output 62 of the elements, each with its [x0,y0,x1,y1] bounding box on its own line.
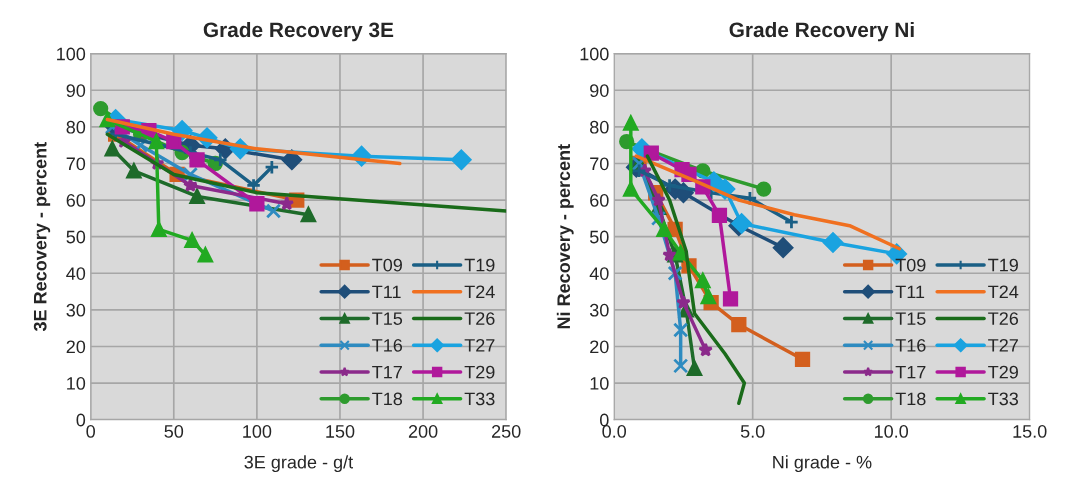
x-axis-title: Ni grade - % [773,455,872,473]
legend-label: T09 [895,258,926,272]
legend-label: T11 [895,285,925,299]
legend-label: T16 [895,338,926,352]
legend-label: T26 [988,312,1019,325]
y-tick-label: 80 [590,120,609,134]
y-tick-label: 30 [66,303,86,317]
y-tick-label: 90 [590,84,609,97]
legend-label: T15 [895,312,926,325]
x-tick-label: 100 [243,425,272,438]
x-tick-label: 200 [408,425,438,438]
legend-label: T27 [988,338,1018,352]
y-tick-label: 50 [66,230,86,244]
x-tick-label: 10.0 [874,425,909,438]
y-tick-label: 40 [589,267,609,280]
legend-label: T27 [464,338,495,352]
y-tick-label: 100 [57,47,86,61]
x-tick-label: 150 [326,425,355,438]
y-tick-label: 100 [580,47,609,61]
chart-title: Grade Recovery Ni [729,21,914,42]
legend-label: T16 [372,338,403,352]
y-tick-label: 20 [66,340,86,354]
y-axis-title: 3E Recovery - percent [33,142,51,332]
x-tick-label: 5.0 [740,425,765,438]
y-tick-label: 20 [590,340,609,354]
legend-label: T29 [464,365,495,379]
legend-label: T19 [988,258,1018,272]
y-tick-label: 90 [66,84,86,97]
legend-label: T33 [988,392,1019,406]
y-tick-label: 30 [589,303,609,317]
x-tick-label: 50 [164,425,184,438]
y-tick-label: 10 [590,377,609,390]
x-tick-label: 250 [492,425,521,438]
y-tick-label: 60 [66,194,86,207]
legend-label: T18 [372,392,403,406]
y-tick-label: 10 [67,377,86,390]
legend-label: T11 [372,285,401,299]
chart-title: Grade Recovery 3E [203,21,394,42]
y-tick-label: 0 [76,413,86,427]
legend-label: T17 [895,365,926,379]
x-tick-label: 15.0 [1013,425,1047,438]
legend-label: T33 [464,392,495,406]
legend-label: T15 [372,312,403,325]
legend-label: T26 [464,312,495,325]
y-tick-label: 70 [590,157,609,171]
y-tick-label: 50 [589,230,609,244]
legend-label: T09 [372,258,402,272]
legend-label: T19 [464,258,495,272]
legend-label: T18 [895,392,926,406]
y-tick-label: 70 [66,157,86,171]
legend-label: T29 [988,365,1018,379]
legend-label: T24 [988,285,1019,299]
x-tick-label: 0 [86,425,96,438]
y-tick-label: 0 [599,413,609,427]
x-axis-title: 3E grade - g/t [244,455,353,473]
legend-label: T17 [372,365,402,379]
y-tick-label: 80 [66,120,86,134]
y-axis-title: Ni Recovery - percent [556,144,574,329]
legend-label: T24 [464,285,495,299]
x-tick-label: 0.0 [602,425,627,438]
y-tick-label: 60 [590,194,609,207]
y-tick-label: 40 [66,267,86,280]
